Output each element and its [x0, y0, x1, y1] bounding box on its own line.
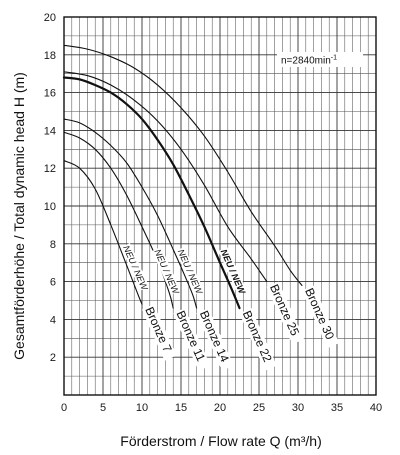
y-tick-label: 10 [44, 201, 56, 213]
x-tick-label: 20 [214, 402, 226, 414]
x-tick-label: 40 [370, 402, 382, 414]
y-tick-label: 2 [50, 352, 56, 364]
x-tick-label: 15 [175, 402, 187, 414]
new-label: NEU / NEW [152, 248, 181, 297]
curve-label-bg [141, 304, 177, 361]
curve-label-bg [301, 285, 340, 349]
new-label-group: NEU / NEW [120, 243, 150, 293]
y-tick-label: 16 [44, 88, 56, 100]
curve-label-bg [239, 308, 277, 371]
curve-label-group: Bronze 7 [141, 304, 177, 361]
x-tick-label: 25 [253, 402, 265, 414]
curve-label-series: Bronze 30 [302, 286, 337, 342]
y-tick-labels: 2 4 6 8 10 12 14 16 18 20 [44, 12, 56, 364]
pump-curve-3 [63, 118, 198, 309]
curve-label-group: Bronze 30 [301, 285, 340, 349]
pump-curve-2 [63, 131, 174, 309]
y-axis-title: Gesamtförderhöhe / Total dynamic head H … [11, 72, 27, 360]
y-tick-label: 20 [44, 12, 56, 24]
new-label-bg [120, 243, 150, 291]
new-label-bg [218, 246, 247, 295]
curve-label-series: Bronze 7 [142, 305, 174, 355]
y-tick-label: 8 [50, 239, 56, 251]
curve-label-group: Bronze 25 [266, 281, 305, 345]
x-tick-label: 10 [136, 402, 148, 414]
pump-curve-4 [62, 76, 241, 310]
x-tick-label: 0 [61, 402, 67, 414]
y-tick-label: 6 [50, 277, 56, 289]
pump-curve-6 [63, 44, 303, 286]
pump-curve-1 [63, 160, 143, 305]
new-label: NEU / NEW [121, 244, 150, 293]
new-label-bg [175, 246, 204, 295]
speed-annotation-bg [277, 52, 363, 67]
x-tick-label: 30 [292, 402, 304, 414]
y-tick-label: 18 [44, 50, 56, 62]
speed-annotation-exponent: -1 [331, 55, 337, 62]
y-tick-label: 14 [44, 125, 56, 137]
speed-annotation: n=2840min-1 [281, 55, 337, 67]
pump-curve-5 [63, 71, 268, 283]
plot-frame [63, 16, 377, 396]
curve-label-series: Bronze 25 [267, 282, 302, 338]
curve-label-bg [266, 281, 305, 345]
curve-label-series: Bronze 22 [240, 309, 275, 365]
pump-curves [62, 44, 303, 310]
curve-label-bg [173, 308, 211, 371]
x-tick-labels: 0 5 10 15 20 25 30 35 40 [61, 402, 382, 414]
x-axis-title: Förderstrom / Flow rate Q (m³/h) [120, 433, 321, 449]
y-tick-label: 12 [44, 163, 56, 175]
x-tick-label: 5 [100, 402, 106, 414]
x-tick-label: 35 [331, 402, 343, 414]
new-label-bg [151, 246, 181, 295]
y-tick-label: 4 [50, 314, 56, 326]
curve-label-bg [196, 308, 234, 371]
